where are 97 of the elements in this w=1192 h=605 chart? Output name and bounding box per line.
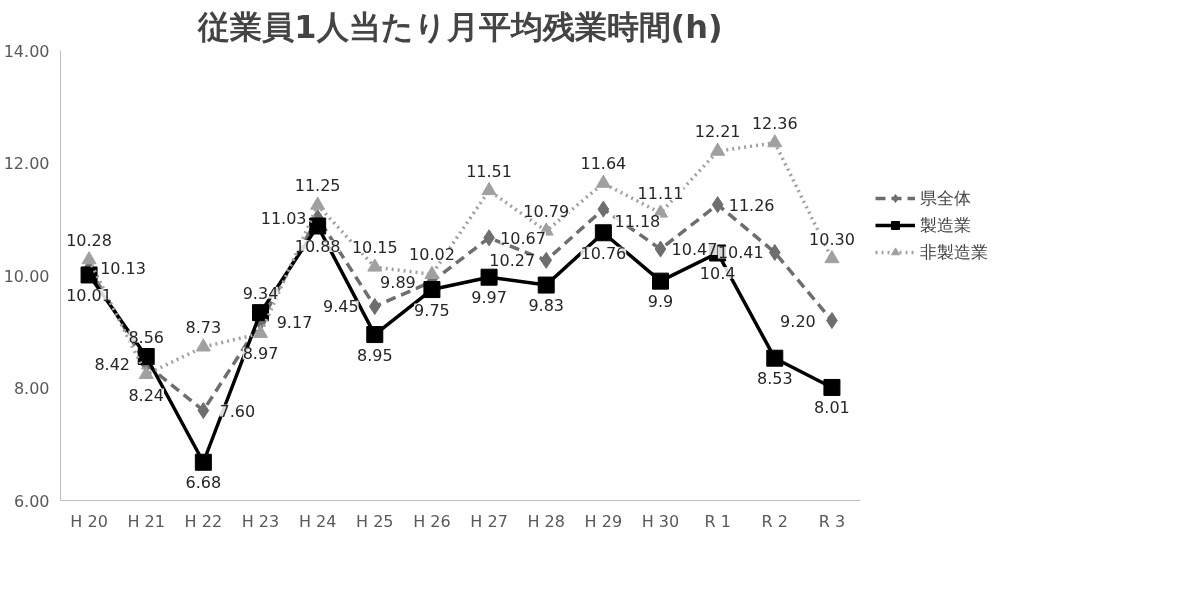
point (652, 272, 669, 290)
data-label: 8.42 (94, 355, 131, 375)
data-label: 8.95 (356, 345, 393, 365)
point (137, 348, 155, 365)
legend-label: 製造業 (920, 214, 971, 237)
data-label: 10.67 (500, 228, 546, 248)
data-label: 11.26 (728, 195, 775, 215)
point (368, 297, 381, 315)
data-label: 9.20 (780, 311, 816, 331)
data-label: 10.88 (294, 237, 341, 256)
data-label: 12.21 (694, 122, 741, 142)
point (711, 196, 724, 214)
data-label: 10.30 (809, 229, 855, 249)
data-label: 9.75 (414, 300, 450, 320)
x-tick-label: H 26 (413, 511, 451, 531)
data-label: 8.73 (185, 317, 222, 337)
x-tick-label: H 20 (70, 511, 108, 531)
point (654, 240, 667, 258)
y-tick-label: 6.00 (13, 491, 50, 511)
point (81, 251, 97, 265)
chart-title: 従業員1人当たり月平均残業時間(h) (197, 7, 723, 46)
data-label: 11.64 (580, 154, 627, 174)
point (824, 250, 840, 264)
data-label: 6.68 (185, 473, 222, 493)
data-label: 9.83 (528, 296, 565, 316)
point (480, 268, 498, 286)
y-tick-label: 10.00 (3, 266, 50, 286)
point (195, 338, 211, 352)
point (594, 224, 612, 242)
data-label: 8.97 (242, 344, 279, 364)
x-tick-label: H 21 (127, 511, 165, 531)
data-label: 10.13 (100, 259, 146, 279)
data-label: 9.45 (322, 297, 359, 317)
data-label: 10.4 (699, 264, 736, 283)
data-label: 8.56 (128, 327, 165, 347)
data-label: 10.02 (409, 245, 455, 265)
data-label: 10.01 (66, 285, 112, 305)
x-tick-label: H 27 (470, 511, 508, 531)
y-tick-label: 8.00 (13, 379, 50, 398)
x-tick-label: H 24 (298, 511, 337, 531)
point (823, 378, 841, 396)
data-label: 8.01 (814, 398, 850, 418)
point (767, 134, 783, 148)
data-label: 10.41 (717, 243, 764, 263)
point (197, 402, 210, 419)
point (768, 243, 781, 261)
point (597, 200, 610, 218)
data-label: 9.97 (471, 288, 507, 308)
data-label: 11.11 (637, 184, 684, 204)
data-label: 10.79 (523, 202, 570, 222)
point (540, 251, 553, 269)
x-tick-label: H 30 (641, 511, 680, 531)
data-label: 8.53 (756, 369, 793, 389)
point (766, 349, 784, 367)
data-label: 11.18 (614, 212, 661, 232)
point (537, 276, 555, 294)
data-label: 11.51 (466, 161, 512, 181)
y-tick-label: 14.00 (3, 41, 50, 61)
point (80, 266, 98, 284)
x-tick-label: H 28 (527, 511, 565, 531)
point (826, 312, 838, 329)
data-label: 10.15 (351, 238, 398, 258)
data-label: 11.25 (294, 176, 341, 196)
legend-label: 非製造業 (920, 241, 988, 264)
point (366, 326, 384, 344)
point (481, 181, 497, 196)
point (138, 365, 154, 380)
data-label: 10.27 (489, 251, 536, 271)
data-label: 10.76 (580, 243, 627, 263)
point (424, 265, 440, 279)
data-label: 8.24 (128, 385, 165, 405)
point (710, 142, 726, 156)
point (252, 304, 269, 322)
x-tick-label: R 3 (818, 511, 846, 531)
point (423, 281, 441, 299)
data-label: 12.36 (751, 113, 798, 133)
data-label: 9.9 (647, 292, 674, 312)
data-label: 9.17 (276, 313, 313, 333)
x-tick-label: H 23 (241, 511, 280, 531)
data-label: 10.28 (66, 230, 112, 250)
x-tick-label: R 1 (704, 511, 731, 531)
point (310, 196, 326, 210)
x-tick-label: H 29 (584, 511, 623, 531)
data-label: 10.47 (671, 240, 718, 260)
x-tick-label: H 25 (356, 511, 394, 531)
legend-label: 県全体 (920, 187, 971, 210)
point (595, 174, 611, 188)
point (309, 217, 327, 235)
data-label: 9.89 (380, 272, 416, 292)
data-label: 7.60 (219, 401, 256, 421)
x-tick-label: R 2 (761, 511, 788, 531)
data-label: 11.03 (260, 208, 307, 228)
point (367, 258, 383, 272)
point (194, 453, 212, 471)
data-label: 9.34 (242, 283, 279, 303)
x-tick-label: H 22 (184, 511, 223, 531)
y-tick-label: 12.00 (3, 154, 50, 173)
